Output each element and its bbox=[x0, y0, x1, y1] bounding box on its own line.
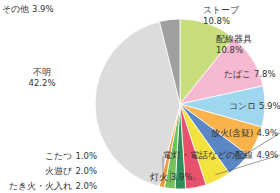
value-label: 10.8% bbox=[216, 45, 243, 55]
data-label: 放火(含疑)4.9% bbox=[211, 128, 278, 138]
category-label: たばこ bbox=[224, 69, 251, 79]
data-label: ストーブ10.8% bbox=[203, 5, 240, 26]
leader-line bbox=[163, 156, 164, 181]
value-label: 4.9% bbox=[256, 150, 278, 160]
value-label: 3.9% bbox=[171, 172, 193, 182]
category-label: 火遊び bbox=[45, 166, 73, 176]
chart: ストーブ10.8%配線器具10.8%たばこ7.8%コンロ5.9%放火(含疑)4.… bbox=[0, 0, 280, 193]
data-label: 電灯・電話などの配線4.9% bbox=[163, 150, 278, 160]
data-label: たき火・火入れ2.0% bbox=[9, 181, 97, 191]
data-label: 不明42.2% bbox=[28, 67, 55, 88]
category-label: ストーブ bbox=[203, 5, 240, 15]
data-label: たばこ7.8% bbox=[224, 69, 276, 79]
value-label: 2.0% bbox=[75, 181, 97, 191]
value-label: 42.2% bbox=[28, 78, 55, 88]
category-label: 灯火 bbox=[150, 172, 168, 182]
category-label: 放火(含疑) bbox=[211, 128, 254, 138]
data-label: その他3.9% bbox=[2, 4, 54, 14]
category-label: その他 bbox=[2, 4, 29, 14]
slices bbox=[95, 19, 265, 189]
category-label: 配線器具 bbox=[216, 34, 252, 44]
value-label: 5.9% bbox=[259, 101, 280, 111]
value-label: 1.0% bbox=[75, 151, 97, 161]
data-label: コンロ5.9% bbox=[229, 101, 280, 111]
slice bbox=[159, 19, 180, 104]
value-label: 10.8% bbox=[203, 16, 230, 26]
data-label: こたつ1.0% bbox=[45, 151, 97, 161]
category-label: コンロ bbox=[229, 101, 256, 111]
leader-line bbox=[170, 171, 171, 182]
data-label: 灯火3.9% bbox=[150, 172, 193, 182]
data-label: 配線器具10.8% bbox=[216, 34, 252, 55]
value-label: 4.9% bbox=[256, 128, 278, 138]
leader-line bbox=[194, 177, 195, 182]
data-label: 火遊び2.0% bbox=[45, 166, 97, 176]
category-label: 電灯・電話などの配線 bbox=[163, 150, 253, 160]
category-label: たき火・火入れ bbox=[9, 181, 72, 191]
labels: ストーブ10.8%配線器具10.8%たばこ7.8%コンロ5.9%放火(含疑)4.… bbox=[2, 4, 280, 191]
category-label: 不明 bbox=[33, 67, 51, 77]
value-label: 2.0% bbox=[75, 166, 97, 176]
category-label: こたつ bbox=[45, 151, 72, 161]
leader-line bbox=[180, 183, 181, 186]
value-label: 7.8% bbox=[254, 69, 276, 79]
value-label: 3.9% bbox=[32, 4, 54, 14]
